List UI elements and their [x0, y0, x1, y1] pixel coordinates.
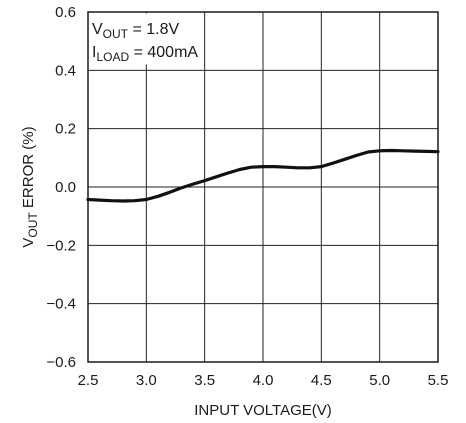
- x-tick-label: 4.5: [311, 372, 332, 389]
- x-tick-label: 5.0: [369, 372, 390, 389]
- y-tick-label: 0.4: [55, 62, 76, 79]
- annotation-vout: VOUT = 1.8V: [92, 21, 179, 41]
- series-layer: [86, 148, 440, 203]
- y-tick-label: 0.6: [55, 4, 76, 21]
- x-axis-label: INPUT VOLTAGE(V): [194, 402, 332, 419]
- annotation-iload: ILOAD = 400mA: [92, 44, 198, 64]
- annotation-box: [89, 13, 202, 65]
- x-tick-label: 3.0: [136, 372, 157, 389]
- x-tick-label: 4.0: [253, 372, 274, 389]
- x-tick-label: 2.5: [78, 372, 99, 389]
- y-tick-label: 0.0: [55, 179, 76, 196]
- y-tick-labels: 0.6 0.4 0.2 0.0 −0.2 −0.4 −0.6: [46, 4, 76, 371]
- y-tick-label: 0.2: [55, 121, 76, 138]
- plot-frame: [87, 11, 439, 363]
- y-tick-label: −0.4: [46, 296, 76, 313]
- x-tick-labels: 2.5 3.0 3.5 4.0 4.5 5.0 5.5: [78, 372, 449, 389]
- x-tick-label: 5.5: [428, 372, 449, 389]
- y-axis-label: VOUT ERROR (%): [20, 126, 40, 247]
- y-tick-label: −0.2: [46, 237, 76, 254]
- x-tick-label: 3.5: [194, 372, 215, 389]
- y-tick-label: −0.6: [46, 354, 76, 371]
- series-line: [86, 148, 440, 203]
